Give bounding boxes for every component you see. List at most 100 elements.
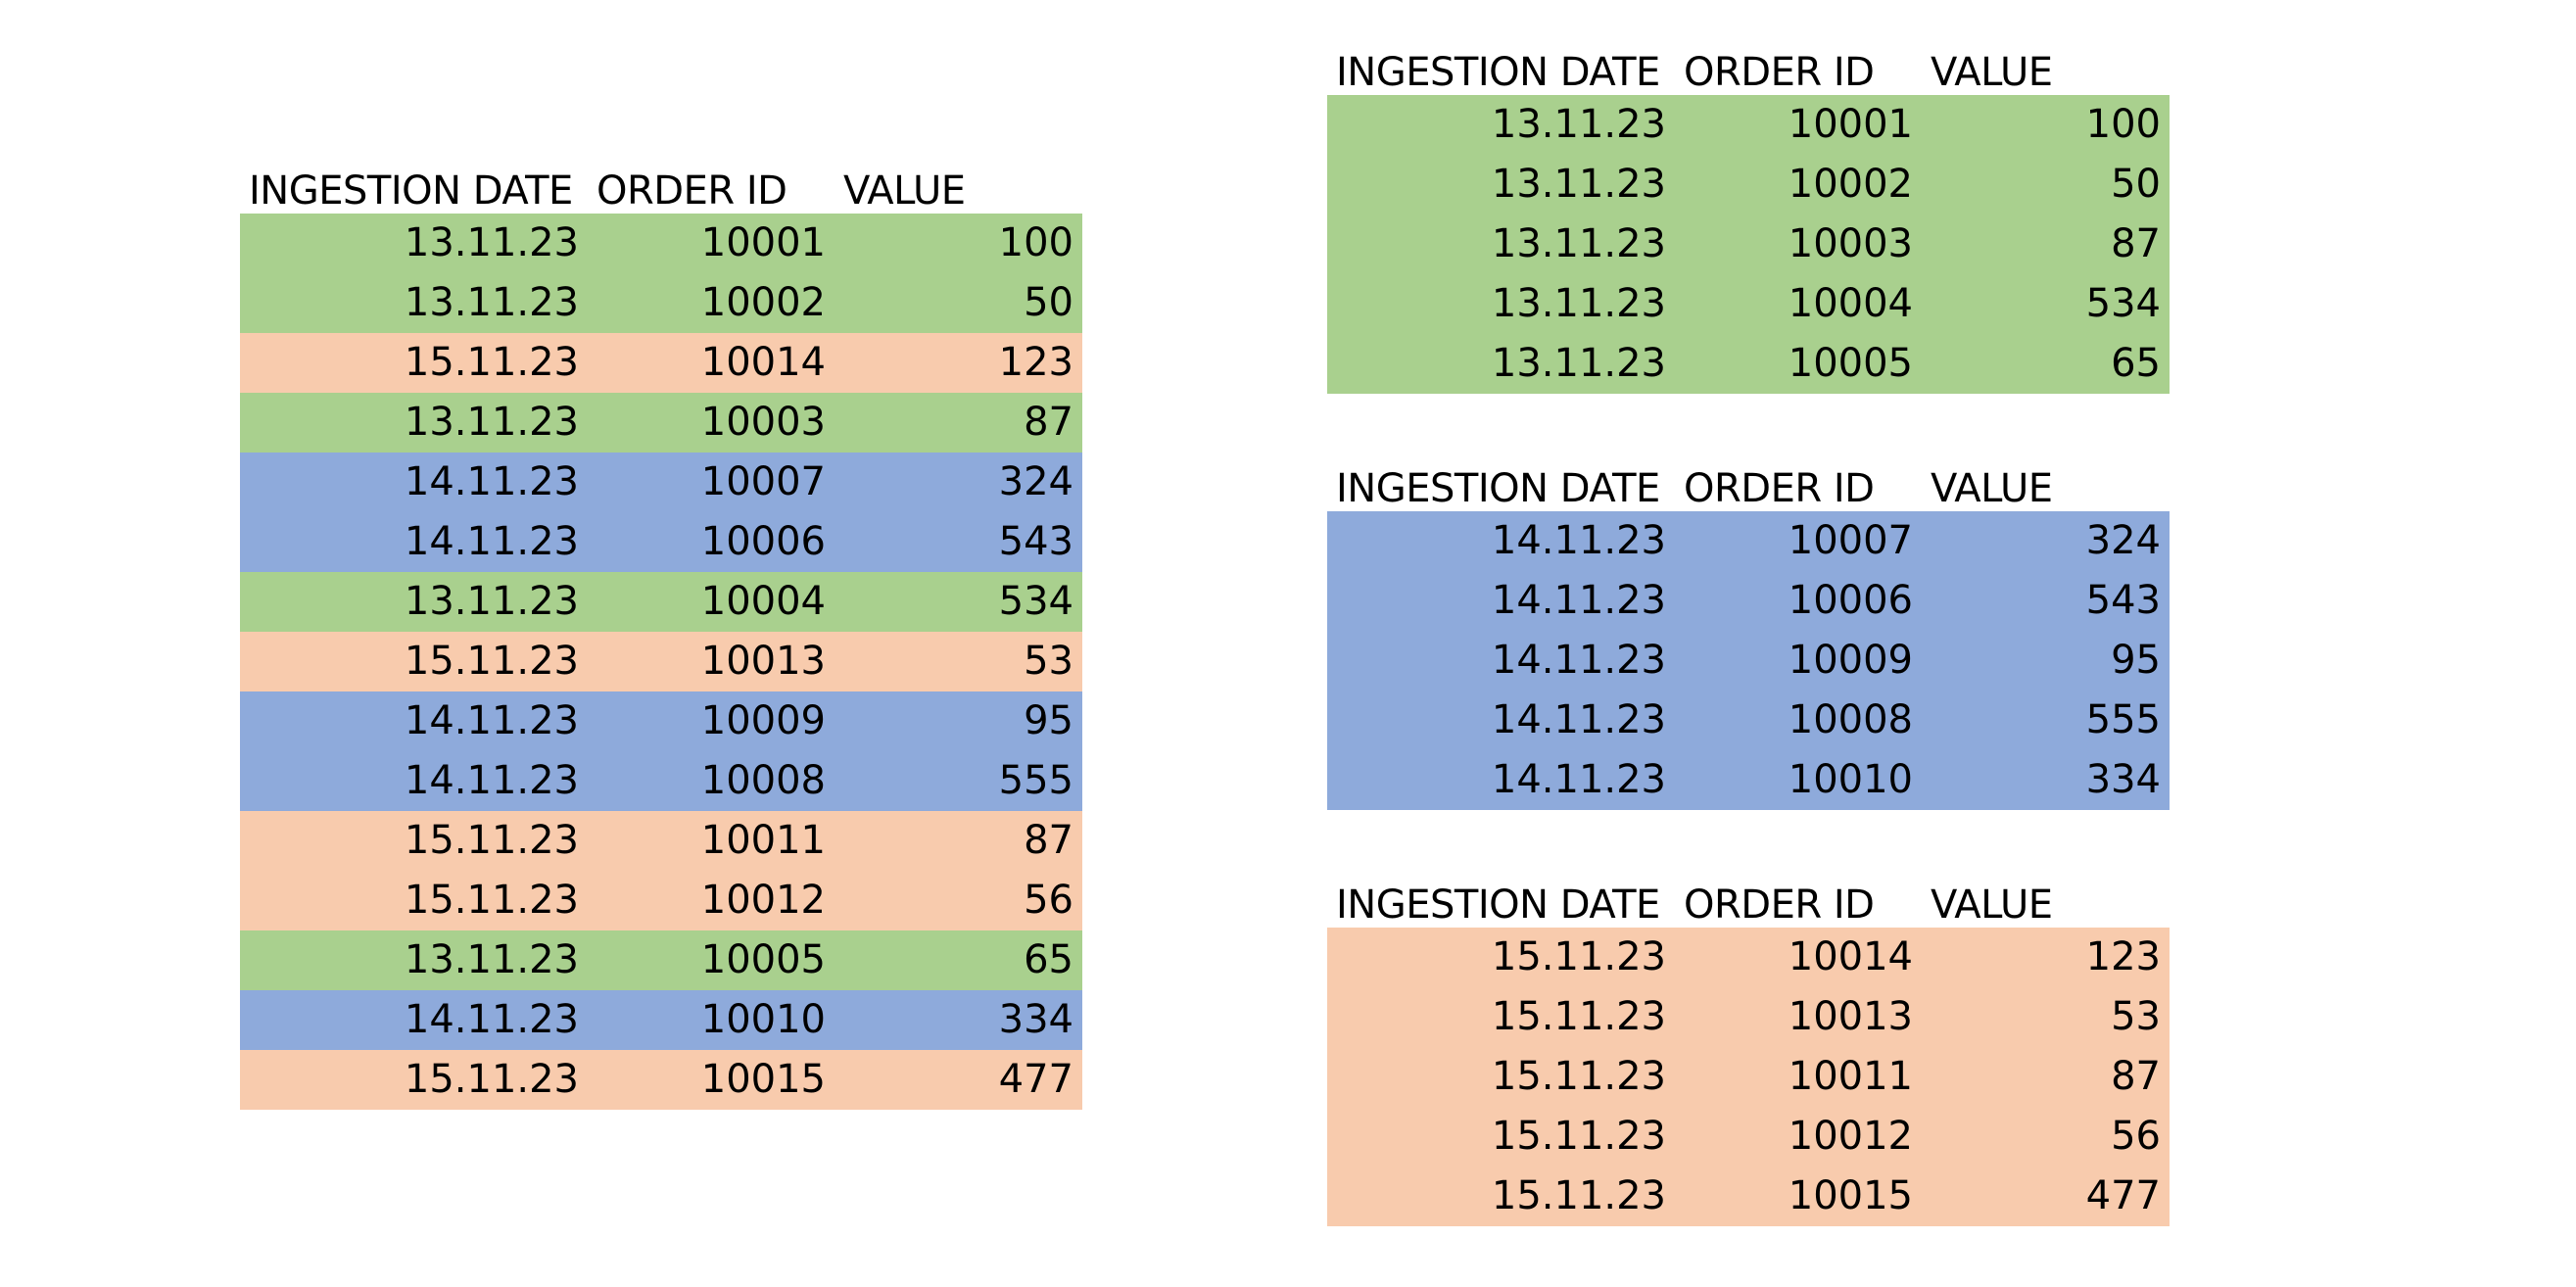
header-ingestion-date: INGESTION DATE [1336,882,1660,928]
order-id-cell: 10005 [1675,334,1922,394]
table-row: 14.11.23 10009 95 [1327,631,2170,691]
ingestion-date-cell: 14.11.23 [1327,691,1675,750]
ingestion-date-cell: 13.11.23 [240,572,588,632]
order-id-cell: 10001 [588,214,835,273]
order-id-cell: 10006 [1675,571,1922,631]
header-value: VALUE [1931,466,2053,511]
ingestion-date-cell: 15.11.23 [1327,928,1675,987]
value-cell: 65 [1922,334,2170,394]
header-value: VALUE [1931,50,2053,95]
ingestion-date-cell: 15.11.23 [240,1050,588,1110]
header-row: INGESTION DATE ORDER ID VALUE [1327,868,2170,928]
order-id-cell: 10002 [588,273,835,333]
value-cell: 56 [835,871,1082,930]
table-row: 13.11.23 10001 100 [240,214,1082,273]
value-cell: 324 [835,453,1082,512]
order-id-cell: 10012 [588,871,835,930]
ingestion-date-cell: 15.11.23 [240,632,588,691]
header-row: INGESTION DATE ORDER ID VALUE [240,154,1082,214]
ingestion-date-cell: 14.11.23 [240,453,588,512]
value-cell: 123 [1922,928,2170,987]
header-row: INGESTION DATE ORDER ID VALUE [1327,35,2170,95]
ingestion-date-cell: 13.11.23 [240,393,588,453]
order-id-cell: 10008 [588,751,835,811]
header-row: INGESTION DATE ORDER ID VALUE [1327,452,2170,511]
table-row: 15.11.23 10012 56 [1327,1107,2170,1167]
ingestion-date-cell: 13.11.23 [1327,334,1675,394]
ingestion-date-cell: 14.11.23 [1327,750,1675,810]
ingestion-date-cell: 15.11.23 [240,333,588,393]
partition-table-14-11-23: INGESTION DATE ORDER ID VALUE 14.11.23 10… [1327,452,2170,810]
order-id-cell: 10003 [1675,214,1922,274]
value-cell: 477 [835,1050,1082,1110]
table-row: 13.11.23 10005 65 [1327,334,2170,394]
value-cell: 53 [835,632,1082,691]
table-body: 13.11.23 10001 100 13.11.23 10002 50 15.11.23 1… [240,214,1082,1110]
value-cell: 87 [835,811,1082,871]
order-id-cell: 10012 [1675,1107,1922,1167]
ingestion-date-cell: 13.11.23 [240,273,588,333]
value-cell: 534 [835,572,1082,632]
table-row: 15.11.23 10014 123 [1327,928,2170,987]
table-row: 14.11.23 10006 543 [1327,571,2170,631]
value-cell: 543 [1922,571,2170,631]
value-cell: 87 [1922,1047,2170,1107]
ingestion-date-cell: 13.11.23 [1327,214,1675,274]
order-id-cell: 10011 [1675,1047,1922,1107]
value-cell: 555 [835,751,1082,811]
value-cell: 87 [835,393,1082,453]
table-row: 15.11.23 10014 123 [240,333,1082,393]
value-cell: 95 [1922,631,2170,691]
table-body: 13.11.23 10001 100 13.11.23 10002 50 13.11.23 1… [1327,95,2170,394]
value-cell: 87 [1922,214,2170,274]
table-row: 15.11.23 10015 477 [240,1050,1082,1110]
table-row: 15.11.23 10015 477 [1327,1167,2170,1226]
table-row: 14.11.23 10009 95 [240,691,1082,751]
table-row: 13.11.23 10004 534 [240,572,1082,632]
table-row: 13.11.23 10005 65 [240,930,1082,990]
table-row: 14.11.23 10010 334 [1327,750,2170,810]
order-id-cell: 10007 [1675,511,1922,571]
table-row: 13.11.23 10001 100 [1327,95,2170,155]
order-id-cell: 10013 [588,632,835,691]
table-row: 13.11.23 10003 87 [240,393,1082,453]
order-id-cell: 10010 [1675,750,1922,810]
order-id-cell: 10003 [588,393,835,453]
ingestion-date-cell: 13.11.23 [240,214,588,273]
value-cell: 50 [1922,155,2170,214]
value-cell: 334 [835,990,1082,1050]
ingestion-date-cell: 13.11.23 [1327,274,1675,334]
value-cell: 65 [835,930,1082,990]
order-id-cell: 10004 [588,572,835,632]
ingestion-date-cell: 14.11.23 [1327,511,1675,571]
table-row: 15.11.23 10011 87 [1327,1047,2170,1107]
header-ingestion-date: INGESTION DATE [249,168,573,214]
table-body: 14.11.23 10007 324 14.11.23 10006 543 14.11.23… [1327,511,2170,810]
table-row: 15.11.23 10013 53 [1327,987,2170,1047]
partition-table-13-11-23: INGESTION DATE ORDER ID VALUE 13.11.23 10… [1327,35,2170,394]
ingestion-date-cell: 15.11.23 [1327,1167,1675,1226]
header-value: VALUE [843,168,966,214]
value-cell: 555 [1922,691,2170,750]
ingestion-date-cell: 15.11.23 [240,871,588,930]
ingestion-date-cell: 13.11.23 [240,930,588,990]
ingestion-date-cell: 14.11.23 [240,512,588,572]
ingestion-date-cell: 13.11.23 [1327,95,1675,155]
table-row: 14.11.23 10008 555 [1327,691,2170,750]
header-value: VALUE [1931,882,2053,928]
value-cell: 95 [835,691,1082,751]
header-order-id: ORDER ID [1684,882,1875,928]
table-row: 15.11.23 10011 87 [240,811,1082,871]
order-id-cell: 10010 [588,990,835,1050]
order-id-cell: 10008 [1675,691,1922,750]
value-cell: 334 [1922,750,2170,810]
order-id-cell: 10014 [1675,928,1922,987]
table-row: 14.11.23 10010 334 [240,990,1082,1050]
table-row: 14.11.23 10006 543 [240,512,1082,572]
value-cell: 53 [1922,987,2170,1047]
header-ingestion-date: INGESTION DATE [1336,466,1660,511]
table-row: 13.11.23 10003 87 [1327,214,2170,274]
order-id-cell: 10006 [588,512,835,572]
ingestion-date-cell: 14.11.23 [240,691,588,751]
ingestion-date-cell: 15.11.23 [1327,987,1675,1047]
